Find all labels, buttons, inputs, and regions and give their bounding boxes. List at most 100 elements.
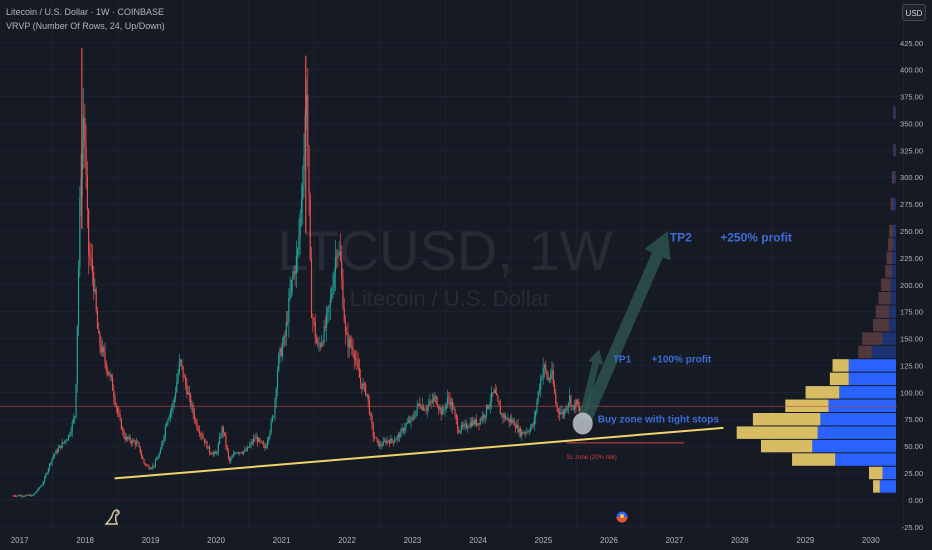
candle-body (462, 425, 464, 427)
candle-body (226, 445, 228, 451)
price-tick-label: 100.00 (900, 388, 923, 397)
candle-body (375, 437, 377, 439)
candle-body (162, 440, 164, 445)
candle-body (404, 428, 406, 432)
candle-body (218, 437, 221, 444)
candle-body (65, 440, 67, 442)
vp-bar-up (894, 106, 896, 119)
candle-body (54, 454, 56, 456)
vp-bar-down (873, 318, 890, 332)
candle-body (31, 494, 33, 497)
candle-body (575, 399, 577, 409)
candle-body (528, 431, 530, 433)
candle-body (28, 495, 31, 496)
vp-bar-up (893, 224, 896, 238)
candle-body (435, 395, 437, 404)
symbol-title[interactable]: Litecoin / U.S. Dollar · 1W · COINBASE (6, 7, 165, 17)
candle-body (344, 321, 347, 333)
currency-button[interactable]: USD (902, 4, 926, 21)
vp-bar-up (882, 332, 896, 345)
candle-body (348, 338, 350, 348)
candle-body (256, 437, 258, 442)
candle-body (434, 395, 436, 398)
candle-body (49, 463, 51, 469)
candle-body (342, 278, 344, 308)
candle-body (279, 348, 281, 354)
price-tick-label: 400.00 (900, 66, 923, 75)
annotation-label: +100% profit (651, 354, 711, 365)
candle-body (144, 463, 146, 465)
candle-body (103, 347, 105, 353)
vp-bar-down (893, 144, 895, 157)
candle-body (562, 411, 564, 415)
candle-body (507, 418, 509, 420)
candle-body (519, 428, 522, 437)
candle-body (360, 377, 362, 383)
indicator-title[interactable]: VRVP (Number Of Rows, 24, Up/Down) (6, 21, 165, 31)
candle-body (305, 95, 308, 116)
vp-bar-up (891, 265, 896, 278)
candle-body (25, 495, 27, 497)
candle-body (211, 453, 213, 455)
candle-body (139, 446, 141, 454)
candle-body (239, 452, 241, 453)
candle-body (35, 492, 37, 494)
candle-body (42, 482, 44, 485)
time-tick-label: 2030 (862, 536, 880, 545)
price-axis[interactable]: 425.00 400.00 375.00 350.00 325.00 300.00 275.… (900, 39, 923, 532)
time-tick-label: 2019 (142, 536, 160, 545)
candle-body (13, 495, 15, 497)
candle-body (268, 436, 270, 442)
candle-body (266, 441, 269, 447)
candle-body (392, 440, 394, 443)
time-axis[interactable]: 2017 2018 2019 2020 2021 2022 2023 2024 2025 2026… (11, 536, 881, 545)
candle-body (410, 417, 412, 423)
price-tick-label: 25.00 (904, 469, 923, 478)
candle-body (446, 397, 449, 404)
candle-body (134, 441, 136, 445)
candle-body (456, 419, 459, 431)
candle-body (511, 419, 513, 423)
candle-body (504, 414, 507, 419)
candle-body (550, 374, 552, 380)
candle-body (421, 405, 423, 409)
candle-body (154, 460, 156, 466)
candle-body (450, 401, 452, 406)
candle-body (516, 424, 518, 429)
price-tick-label: 0.00 (908, 496, 923, 505)
time-tick-label: 2017 (11, 536, 29, 545)
candle-body (523, 432, 525, 434)
candle-body (569, 395, 571, 404)
candle-body (124, 436, 126, 440)
candle-body (391, 438, 393, 441)
candle-body (127, 436, 129, 439)
candle-body (292, 276, 294, 280)
candle-body (46, 472, 48, 475)
event-flag-icon[interactable] (616, 511, 628, 523)
candle-body (349, 338, 352, 346)
candle-body (420, 406, 422, 409)
candle-body (191, 404, 193, 407)
candle-body (472, 420, 474, 426)
candle-body (264, 444, 266, 449)
candle-body (67, 434, 70, 440)
candle-body (351, 345, 353, 348)
candle-body (326, 312, 328, 328)
chart-icons (104, 509, 628, 525)
candle-body (440, 407, 442, 415)
time-tick-label: 2022 (338, 536, 356, 545)
candle-body (41, 484, 43, 486)
candle-body (451, 401, 454, 410)
candle-body (543, 365, 546, 368)
candle-body (490, 392, 493, 402)
watermark-name: Litecoin / U.S. Dollar (350, 286, 551, 311)
candle-body (16, 495, 18, 497)
candle-body (40, 485, 42, 488)
candle-body (546, 370, 548, 378)
candle-body (386, 440, 388, 444)
candle-body (370, 414, 372, 416)
candle-body (273, 416, 275, 417)
vp-bar-up (893, 197, 896, 211)
